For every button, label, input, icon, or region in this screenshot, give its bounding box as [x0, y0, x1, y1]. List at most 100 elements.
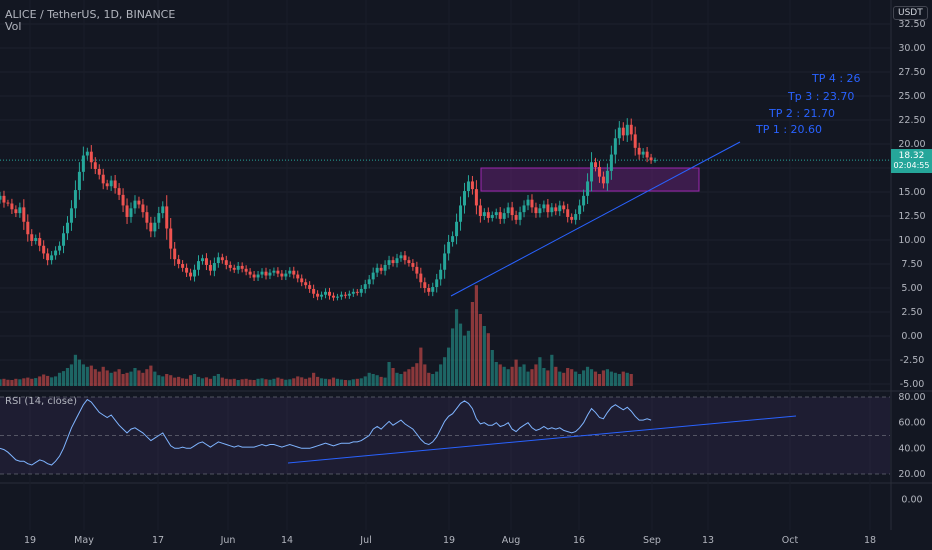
date-tick-label: 19	[443, 535, 455, 546]
price-axis[interactable]: 32.5030.0027.5025.0022.5020.0017.5015.00…	[898, 19, 925, 506]
candle-body	[562, 205, 566, 210]
candle-body	[177, 259, 181, 264]
volume-bar	[443, 357, 447, 386]
candle-body	[403, 255, 407, 261]
volume-bar	[181, 378, 185, 386]
volume-bar	[323, 378, 328, 386]
candle-body	[530, 199, 534, 208]
volume-bar	[450, 328, 455, 386]
candle-body	[526, 199, 530, 206]
candle-body	[232, 267, 236, 270]
candle-body	[268, 272, 272, 276]
candle-body	[200, 258, 204, 262]
volume-bar	[478, 314, 482, 386]
candle-body	[534, 207, 538, 214]
candle-body	[236, 265, 240, 270]
volume-bar	[327, 379, 332, 386]
volume-bar	[10, 380, 14, 386]
volume-bar	[85, 366, 89, 386]
candle-body	[85, 151, 89, 156]
candle-body	[296, 274, 300, 279]
candle-body	[391, 260, 395, 264]
candle-body	[455, 221, 459, 237]
price-tick-label: 32.50	[898, 19, 925, 30]
volume-bar	[355, 378, 359, 386]
volume-bar	[331, 377, 336, 386]
time-axis[interactable]: 19 May 17 Jun 14 Jul 19 Aug 16 Sep 13 Oct 18	[24, 535, 876, 546]
volume-bar	[351, 379, 355, 386]
volume-bar	[18, 379, 22, 386]
volume-bar	[597, 374, 602, 386]
candle-body	[625, 124, 629, 136]
symbol-title[interactable]: ALICE / TetherUS, 1D, BINANCE	[5, 8, 176, 21]
candle-body	[355, 291, 359, 293]
candle-body	[482, 212, 486, 216]
candle-body	[109, 180, 113, 187]
volume-bar	[558, 371, 562, 386]
candle-body	[431, 287, 435, 292]
candle-body	[470, 181, 474, 190]
candle-body	[609, 154, 613, 171]
volume-bar	[280, 378, 284, 386]
date-tick-label: Sep	[643, 535, 661, 546]
volume-bar	[220, 377, 224, 386]
candle-body	[649, 157, 653, 161]
candle-body	[415, 266, 419, 274]
candle-body	[542, 204, 546, 209]
volume-bar	[482, 326, 486, 386]
currency-badge[interactable]: USDT	[893, 6, 928, 20]
price-tick-label: 20.00	[898, 139, 925, 150]
candle-body	[601, 176, 605, 184]
volume-bar	[188, 375, 193, 386]
volume-bar	[343, 380, 347, 386]
date-tick-label: Jun	[220, 535, 236, 546]
volume-bar	[26, 377, 30, 386]
candle-body	[641, 151, 645, 155]
volume-bar	[50, 377, 54, 386]
candle-body	[522, 205, 526, 213]
volume-bar	[228, 379, 232, 386]
candle-body	[157, 213, 161, 223]
candle-body	[466, 181, 470, 192]
candle-body	[189, 272, 193, 277]
volume-bar	[196, 376, 201, 386]
candle-body	[69, 208, 73, 223]
candle-body	[359, 288, 363, 293]
candle-body	[538, 208, 542, 214]
volume-bar	[470, 302, 475, 386]
price-tick-label: 12.50	[898, 211, 925, 222]
volume-bar	[2, 378, 6, 386]
candle-body	[582, 195, 586, 206]
rsi-tick-label: 0.00	[901, 495, 922, 506]
candle-body	[208, 264, 212, 271]
volume-bar	[264, 379, 268, 386]
candle-body	[81, 155, 85, 172]
candle-body	[613, 138, 617, 155]
volume-bar	[240, 379, 244, 386]
candle-body	[149, 222, 153, 232]
volume-bar	[490, 350, 494, 386]
candle-body	[0, 195, 2, 200]
candle-body	[256, 274, 260, 278]
volume-bar	[77, 359, 81, 386]
candle-body	[212, 263, 216, 271]
volume-bar	[192, 374, 197, 386]
volume-bar	[244, 378, 248, 386]
candle-body	[50, 255, 54, 261]
candle-body	[351, 291, 355, 294]
price-tick-label: 30.00	[898, 43, 925, 54]
candle-body	[347, 293, 351, 296]
volume-bar	[61, 371, 66, 386]
candle-body	[478, 205, 482, 216]
date-tick-label: Oct	[782, 535, 799, 546]
volume-bar	[69, 364, 74, 386]
rsi-label[interactable]: RSI (14, close)	[5, 396, 78, 407]
support-zone-rect	[480, 167, 700, 192]
candle-body	[407, 260, 411, 264]
volume-bar	[474, 285, 478, 386]
price-tick-label: -2.50	[900, 355, 925, 366]
volume-label[interactable]: Vol	[5, 20, 22, 33]
candle-body	[97, 168, 101, 175]
volume-bar	[379, 376, 383, 386]
